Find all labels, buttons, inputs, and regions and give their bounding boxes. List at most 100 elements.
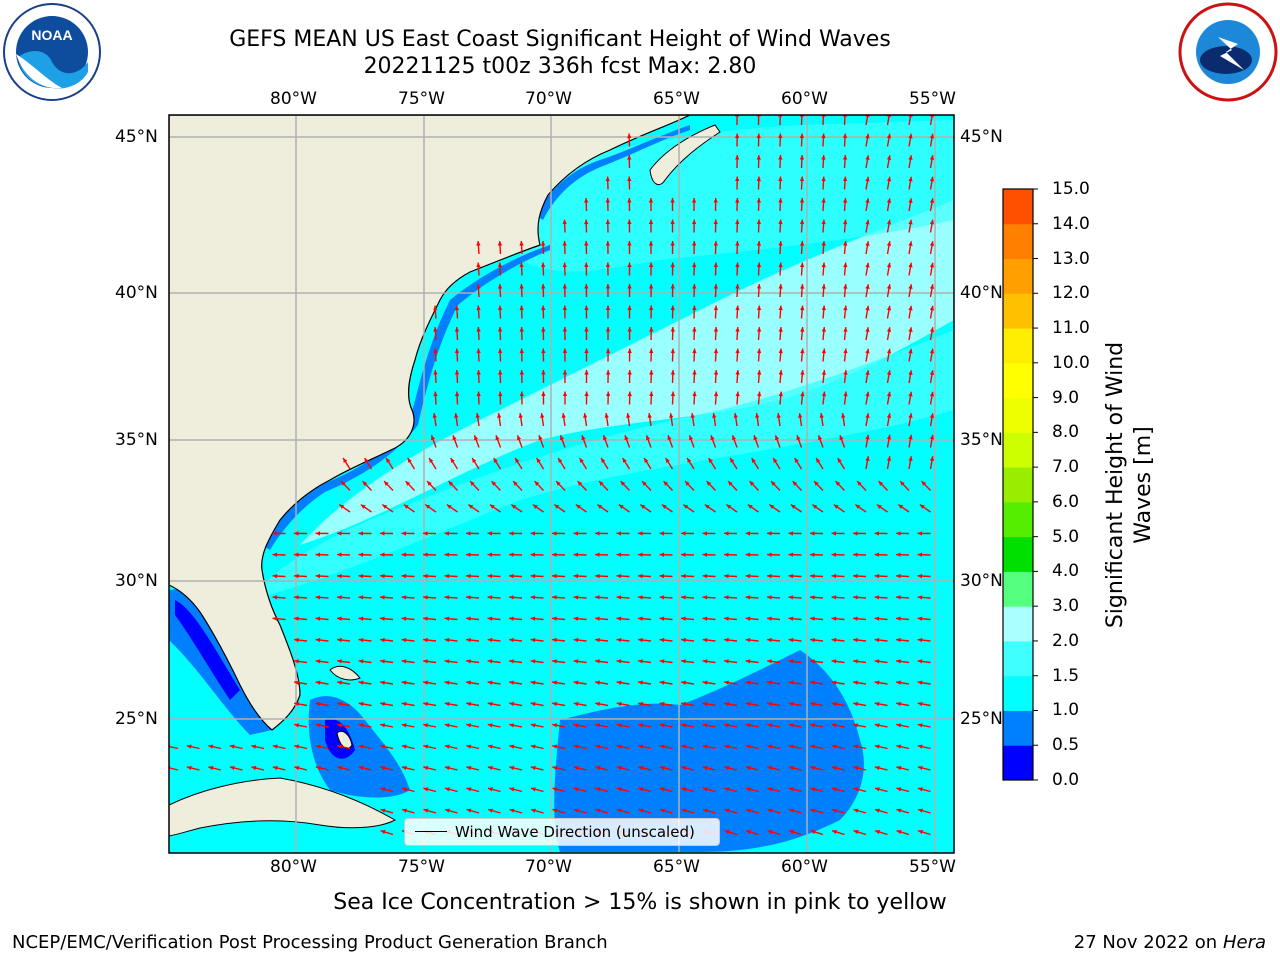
wave-direction-arrowhead (552, 744, 558, 749)
wave-direction-arrowhead (874, 616, 880, 621)
wave-direction-arrowhead (756, 305, 762, 311)
wave-direction-arrowhead (584, 348, 589, 354)
wave-direction-arrowhead (401, 616, 407, 621)
wave-direction-arrowhead (541, 327, 546, 332)
wave-direction-arrowhead (767, 595, 772, 600)
wave-direction-arrowhead (875, 829, 881, 835)
wave-direction-arrowhead (659, 808, 665, 813)
wave-direction-arrowhead (886, 327, 892, 333)
wave-direction-arrowhead (756, 284, 762, 289)
noaa-logo: NOAA (3, 3, 101, 101)
wave-direction-arrowhead (886, 434, 892, 440)
wave-direction-arrowhead (917, 573, 923, 579)
wave-direction-arrowhead (595, 723, 601, 728)
wave-direction-arrowhead (497, 241, 503, 246)
wave-direction-arrowhead (573, 531, 579, 536)
wave-direction-arrowhead (476, 284, 481, 289)
wave-direction-arrowhead (831, 552, 837, 557)
wave-direction-arrowhead (756, 262, 762, 268)
wave-direction-arrowhead (627, 305, 632, 311)
wave-direction-arrowhead (541, 305, 546, 311)
wave-direction-arrowhead (584, 327, 589, 332)
wave-direction-arrowhead (843, 262, 848, 268)
wave-direction-arrowhead (519, 348, 524, 354)
wave-direction-arrowhead (380, 765, 386, 771)
wave-direction-arrowhead (627, 176, 632, 182)
wave-direction-arrowhead (294, 744, 300, 749)
wave-direction-arrowhead (595, 573, 600, 579)
wave-direction-arrowhead (541, 348, 546, 354)
wave-direction-arrowhead (842, 133, 848, 139)
wave-direction-arrowhead (734, 133, 740, 139)
wave-direction-arrowhead (466, 744, 472, 749)
wave-direction-arrowhead (337, 744, 343, 749)
colorbar-segment (1003, 293, 1033, 329)
wave-direction-arrowhead (831, 787, 837, 792)
wave-direction-arrowhead (886, 155, 892, 161)
wave-direction-arrowhead (756, 198, 762, 203)
wave-direction-arrowhead (735, 219, 740, 225)
wave-direction-arrowhead (745, 701, 751, 707)
wave-direction-arrowhead (648, 262, 654, 268)
wave-direction-arrowhead (819, 413, 824, 418)
wave-direction-arrowhead (810, 616, 815, 621)
wave-direction-arrowhead (724, 701, 730, 707)
wave-direction-arrowhead (745, 531, 751, 536)
wave-direction-arrowhead (638, 787, 644, 792)
wave-direction-arrowhead (380, 637, 385, 643)
wave-direction-arrowhead (337, 765, 343, 771)
wave-direction-arrowhead (690, 413, 695, 418)
wave-direction-arrowhead (886, 413, 892, 419)
wave-direction-arrow (908, 115, 912, 126)
wave-direction-arrowhead (595, 808, 601, 813)
wave-direction-arrowhead (853, 829, 859, 835)
wave-direction-arrowhead (929, 327, 935, 333)
wave-direction-arrowhead (908, 241, 913, 247)
wave-direction-arrowhead (799, 155, 805, 160)
wave-direction-arrowhead (616, 765, 622, 771)
wave-direction-arrowhead (530, 616, 536, 621)
wave-direction-arrowhead (788, 616, 794, 621)
wave-direction-arrowhead (448, 481, 454, 486)
wave-direction-arrowhead (896, 723, 902, 728)
wave-direction-arrowhead (380, 701, 386, 707)
wave-direction-arrowhead (487, 659, 493, 664)
wave-direction-arrowhead (702, 659, 708, 664)
wave-direction-arrowhead (382, 504, 388, 509)
wave-direction-arrowhead (472, 457, 477, 463)
wave-direction-arrowhead (659, 765, 665, 771)
wave-direction-arrowhead (487, 595, 493, 600)
wave-direction-arrowhead (315, 573, 321, 579)
wave-direction-arrowhead (681, 531, 686, 536)
wave-direction-arrowhead (745, 659, 751, 664)
wave-direction-arrowhead (896, 573, 901, 579)
wave-direction-arrowhead (337, 701, 343, 707)
wave-direction-arrowhead (810, 531, 815, 536)
wave-direction-arrowhead (724, 637, 729, 643)
wave-direction-arrowhead (810, 829, 816, 835)
wave-direction-arrowhead (788, 680, 794, 685)
wave-direction-arrowhead (735, 241, 740, 246)
wave-direction-arrowhead (917, 531, 923, 536)
wave-direction-arrowhead (917, 680, 923, 685)
wave-direction-arrowhead (659, 680, 665, 685)
wave-direction-arrowhead (315, 765, 321, 771)
wave-direction-arrowhead (638, 701, 644, 707)
wave-direction-arrowhead (605, 327, 611, 332)
wave-direction-arrowhead (756, 327, 762, 332)
wave-direction-arrowhead (315, 701, 321, 707)
wave-direction-arrowhead (896, 808, 902, 813)
wave-direction-arrowhead (659, 701, 665, 707)
wave-direction-arrowhead (519, 284, 524, 289)
wave-direction-arrowhead (708, 457, 713, 463)
wave-direction-arrowhead (702, 808, 708, 813)
wave-direction-arrowhead (749, 481, 755, 486)
wave-direction-arrowhead (659, 616, 665, 621)
wave-direction-arrowhead (706, 481, 712, 486)
wave-direction-arrowhead (315, 552, 321, 557)
wave-direction-arrow (843, 115, 846, 126)
wave-direction-arrowhead (509, 637, 514, 643)
wave-direction-arrowhead (896, 595, 901, 600)
wave-direction-arrowhead (800, 327, 805, 332)
wave-direction-arrowhead (627, 370, 632, 375)
